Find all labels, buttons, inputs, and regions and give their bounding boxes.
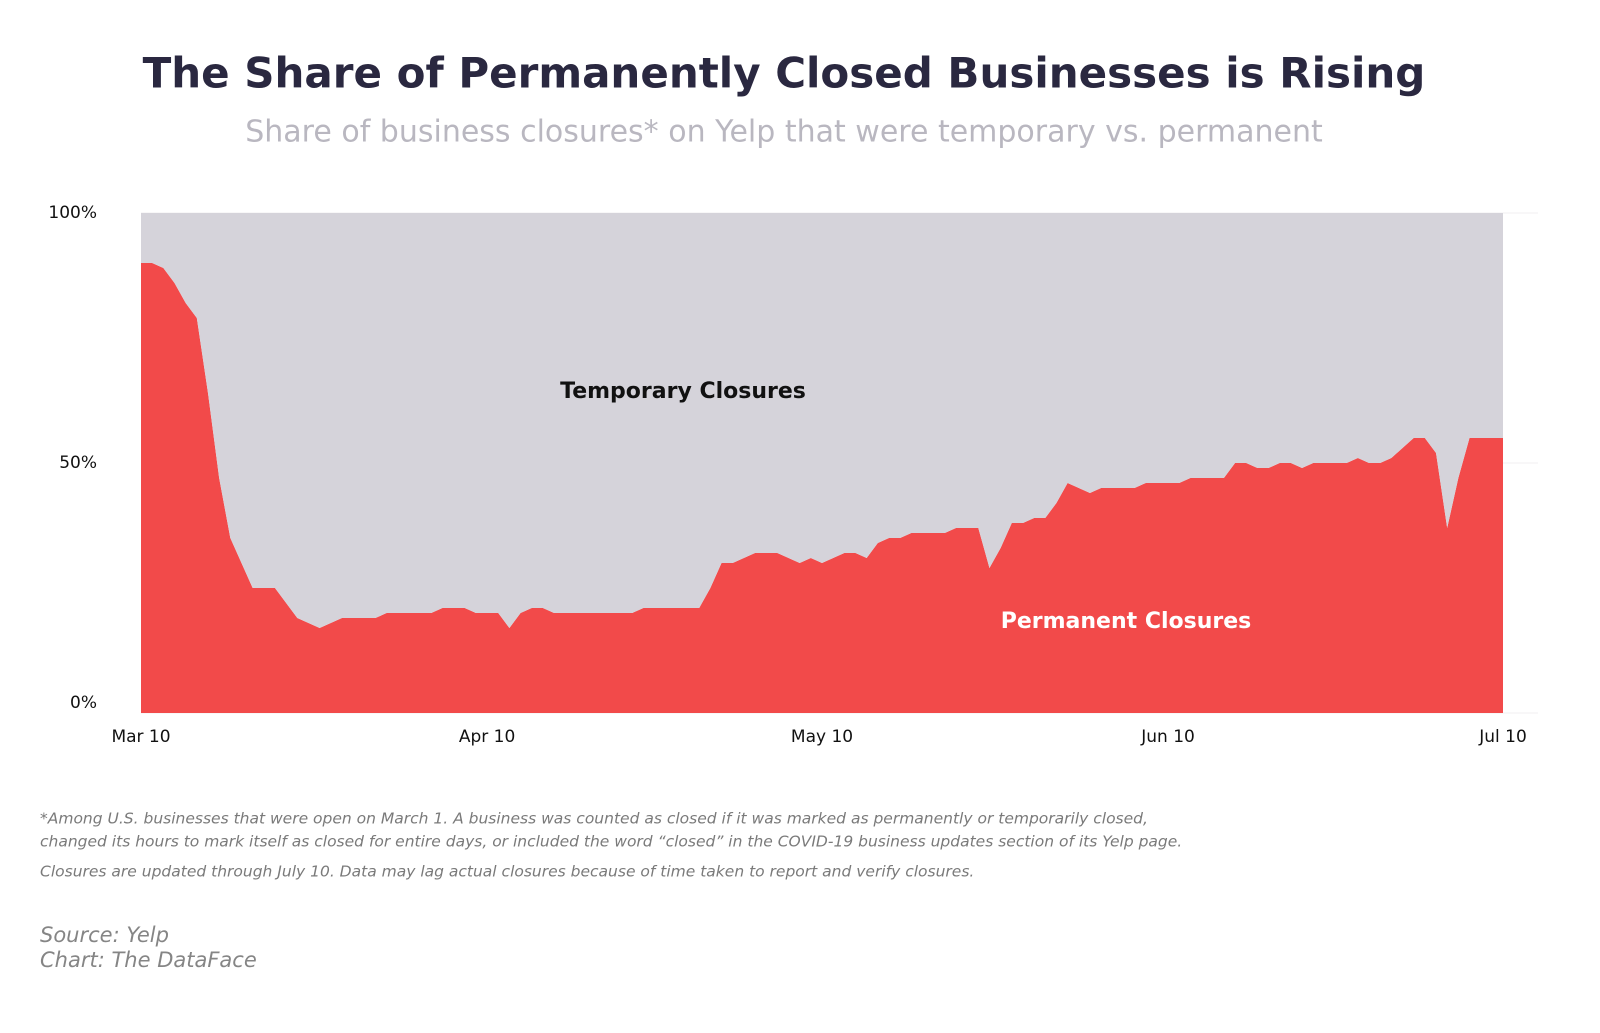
y-tick-label: 0% [70,693,97,713]
source: Source: Yelp [40,923,169,947]
x-tick-label: Jul 10 [1478,727,1527,747]
x-tick-label: Jun 10 [1140,727,1195,747]
footnote: changed its hours to mark itself as clos… [40,833,1182,851]
area [141,263,1503,713]
x-tick-label: Mar 10 [111,727,170,747]
area [141,213,1503,628]
y-tick-label: 50% [59,453,97,473]
chart-title: The Share of Permanently Closed Business… [143,49,1426,98]
y-tick-label: 100% [48,203,97,223]
x-tick-label: May 10 [791,727,853,747]
series-label: Permanent Closures [1001,609,1252,634]
series-label: Temporary Closures [560,379,806,404]
footnote: *Among U.S. businesses that were open on… [40,810,1148,828]
credit: Chart: The DataFace [40,948,257,972]
footnote: Closures are updated through July 10. Da… [40,863,974,881]
x-tick-label: Apr 10 [459,727,515,747]
chart-subtitle: Share of business closures* on Yelp that… [245,115,1323,150]
